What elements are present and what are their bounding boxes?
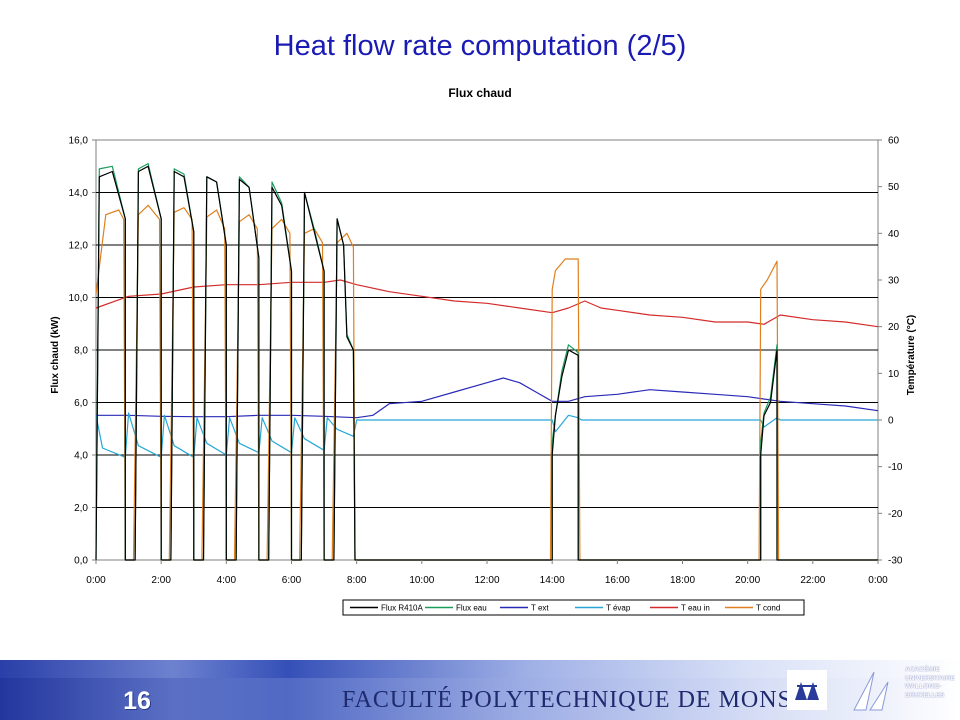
y2-tick-label: 40 xyxy=(888,229,900,240)
slide-title: Heat flow rate computation (2/5) xyxy=(273,30,687,62)
x-tick-label: 8:00 xyxy=(347,575,367,586)
academy-logo-icon xyxy=(848,668,896,714)
y2-tick-label: 20 xyxy=(888,322,900,333)
series-line-t-ext xyxy=(96,377,879,419)
x-tick-label: 6:00 xyxy=(282,575,302,586)
axes-layer: 0,0 2,0 4,0 6,0 8,0 10,0 12,0 14,0 16,0 -30 -20 -10… xyxy=(69,136,903,587)
y-tick-label: 8,0 xyxy=(74,346,88,357)
x-tick-label: 4:00 xyxy=(217,575,237,586)
x-tick-label: 2:00 xyxy=(151,575,171,586)
academy-line: UNIVERSITAIRE xyxy=(905,674,955,682)
y2-tick-label: 60 xyxy=(888,136,900,147)
faculty-name: FACULTÉ POLYTECHNIQUE DE MONS xyxy=(342,687,792,713)
x-tick-label: 10:00 xyxy=(409,575,434,586)
legend-box xyxy=(342,599,805,616)
series-line-t-eau-in xyxy=(95,279,879,328)
y2-tick-label: 0 xyxy=(888,416,894,427)
x-tick-label: 18:00 xyxy=(670,575,695,586)
x-tick-label: 16:00 xyxy=(605,575,630,586)
legend-label: T eau in xyxy=(681,604,710,613)
academy-line: ACADÉMIE xyxy=(905,666,940,673)
academy-line: BRUXELLES xyxy=(905,691,945,699)
x-tick-label: 0:00 xyxy=(868,575,888,586)
y2-tick-label: 50 xyxy=(888,182,900,193)
y2-tick-label: -30 xyxy=(888,556,903,567)
legend-label: T évap xyxy=(606,604,631,613)
legend-layer: Flux R410A Flux eau T ext T évap T eau in T c… xyxy=(350,604,780,613)
academy-text: ACADÉMIE UNIVERSITAIRE WALLONIE- BRUXELL… xyxy=(905,666,960,700)
y-tick-label: 10,0 xyxy=(69,293,89,304)
academy-line: WALLONIE- xyxy=(905,683,942,690)
y-tick-label: 12,0 xyxy=(69,241,89,252)
y-tick-label: 2,0 xyxy=(74,503,88,514)
slide-number: 16 xyxy=(123,687,151,715)
x-tick-label: 14:00 xyxy=(540,575,565,586)
x-tick-label: 22:00 xyxy=(800,575,825,586)
y-tick-label: 14,0 xyxy=(69,188,89,199)
x-tick-label: 0:00 xyxy=(86,575,106,586)
chart-canvas: 0,0 2,0 4,0 6,0 8,0 10,0 12,0 14,0 16,0 -30 -20 -10… xyxy=(50,136,917,616)
y-axis-label: Flux chaud (kW) xyxy=(50,316,61,393)
y2-tick-label: 30 xyxy=(888,276,900,287)
y-tick-label: 4,0 xyxy=(74,451,88,462)
legend-label: T ext xyxy=(531,604,549,613)
y-tick-label: 6,0 xyxy=(74,398,88,409)
y-tick-label: 0,0 xyxy=(74,556,88,567)
fpms-logo-icon xyxy=(787,670,827,710)
legend-label: Flux R410A xyxy=(381,604,423,613)
x-tick-label: 12:00 xyxy=(474,575,499,586)
legend-label: Flux eau xyxy=(456,604,487,613)
y2-tick-label: -20 xyxy=(888,509,903,520)
y2-tick-label: 10 xyxy=(888,369,900,380)
y2-tick-label: -10 xyxy=(888,462,903,473)
y2-axis-label: Température (°C) xyxy=(906,315,917,396)
chart-title: Flux chaud xyxy=(448,86,512,100)
x-tick-label: 20:00 xyxy=(735,575,760,586)
legend-label: T cond xyxy=(756,604,780,613)
y-tick-label: 16,0 xyxy=(69,136,89,147)
